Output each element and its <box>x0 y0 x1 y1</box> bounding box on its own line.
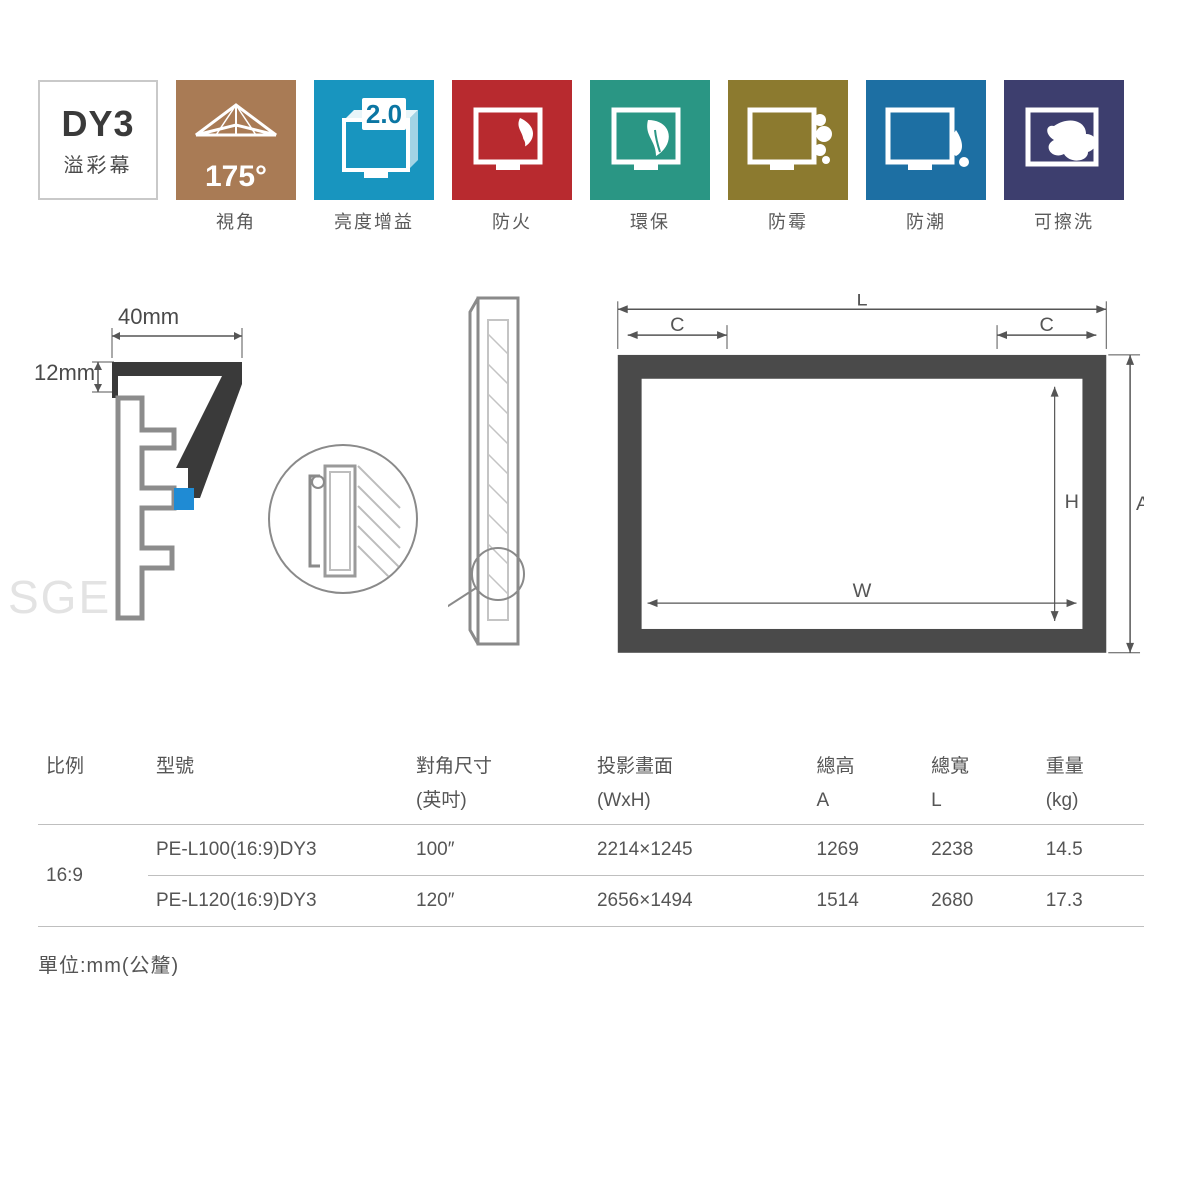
spec-table: 比例 型號 對角尺寸(英吋) 投影畫面(WxH) 總高A 總寬L 重量(kg) … <box>38 744 1144 927</box>
dim-left: 12mm <box>34 360 95 386</box>
badge-box-mold <box>728 80 848 200</box>
badge-label: 防霉 <box>768 208 808 234</box>
front-dimension-diagram: L C C W H <box>588 294 1144 674</box>
dim-L: L <box>857 294 868 310</box>
cell-diag: 120″ <box>408 876 589 927</box>
badge-eco: 環保 <box>590 80 710 234</box>
detail-circle <box>268 444 418 594</box>
angle-value: 175° <box>176 160 296 194</box>
badge-label: 防潮 <box>906 208 946 234</box>
gain-value: 2.0 <box>362 98 406 130</box>
cross-section-diagram: 40mm 12mm SGE <box>38 304 278 644</box>
badge-label: 環保 <box>630 208 670 234</box>
badge-washable: 可擦洗 <box>1004 80 1124 234</box>
feature-badge-row: DY3 溢彩幕 175° 視角 2.0 <box>38 80 1144 234</box>
dim-C2: C <box>1040 314 1054 336</box>
badge-moisture: 防潮 <box>866 80 986 234</box>
fire-icon <box>462 90 562 190</box>
cell-diag: 100″ <box>408 825 589 876</box>
front-svg: L C C W H <box>588 294 1144 674</box>
th-proj: 投影畫面(WxH) <box>589 744 809 825</box>
badge-label: 防火 <box>492 208 532 234</box>
th-model: 型號 <box>148 744 408 825</box>
dim-A: A <box>1136 493 1144 515</box>
diagram-row: 40mm 12mm SGE <box>38 294 1144 674</box>
badge-label: 視角 <box>216 208 256 234</box>
badge-box-fire <box>452 80 572 200</box>
th-ratio: 比例 <box>38 744 148 825</box>
side-profile-svg <box>448 294 538 654</box>
badge-label: 亮度增益 <box>334 208 414 234</box>
th-diag: 對角尺寸(英吋) <box>408 744 589 825</box>
product-name: 溢彩幕 <box>64 149 133 178</box>
badge-mold: 防霉 <box>728 80 848 234</box>
eco-icon <box>600 90 700 190</box>
watermark-text: SGE <box>8 570 111 624</box>
cell-a: 1514 <box>809 876 924 927</box>
unit-footnote: 單位:mm(公釐) <box>38 949 1144 978</box>
cell-l: 2238 <box>923 825 1038 876</box>
product-code: DY3 <box>61 103 134 145</box>
wash-icon <box>1014 90 1114 190</box>
cell-wxh: 2656×1494 <box>589 876 809 927</box>
cell-kg: 17.3 <box>1038 876 1144 927</box>
th-height: 總高A <box>809 744 924 825</box>
dim-H: H <box>1065 491 1079 513</box>
badge-box-angle: 175° <box>176 80 296 200</box>
badge-box-wash <box>1004 80 1124 200</box>
badge-fire: 防火 <box>452 80 572 234</box>
badge-box-moist <box>866 80 986 200</box>
table-row: 16:9 PE-L100(16:9)DY3 100″ 2214×1245 126… <box>38 825 1144 876</box>
th-width: 總寬L <box>923 744 1038 825</box>
cell-l: 2680 <box>923 876 1038 927</box>
badge-gain: 2.0 亮度增益 <box>314 80 434 234</box>
badge-box-eco <box>590 80 710 200</box>
badge-label: 可擦洗 <box>1034 208 1094 234</box>
dim-C1: C <box>670 314 684 336</box>
cell-wxh: 2214×1245 <box>589 825 809 876</box>
cell-model: PE-L120(16:9)DY3 <box>148 876 408 927</box>
badge-box-gain: 2.0 <box>314 80 434 200</box>
cell-ratio: 16:9 <box>38 825 148 927</box>
moisture-icon <box>876 90 976 190</box>
mold-icon <box>738 90 838 190</box>
product-badge: DY3 溢彩幕 <box>38 80 158 200</box>
side-profile <box>448 294 538 654</box>
product-badge-box: DY3 溢彩幕 <box>38 80 158 200</box>
cell-kg: 14.5 <box>1038 825 1144 876</box>
table-row: PE-L120(16:9)DY3 120″ 2656×1494 1514 268… <box>38 876 1144 927</box>
badge-viewing-angle: 175° 視角 <box>176 80 296 234</box>
cross-section-svg <box>92 318 282 628</box>
cell-a: 1269 <box>809 825 924 876</box>
detail-svg <box>270 446 418 594</box>
cell-model: PE-L100(16:9)DY3 <box>148 825 408 876</box>
dim-W: W <box>853 580 872 602</box>
th-weight: 重量(kg) <box>1038 744 1144 825</box>
